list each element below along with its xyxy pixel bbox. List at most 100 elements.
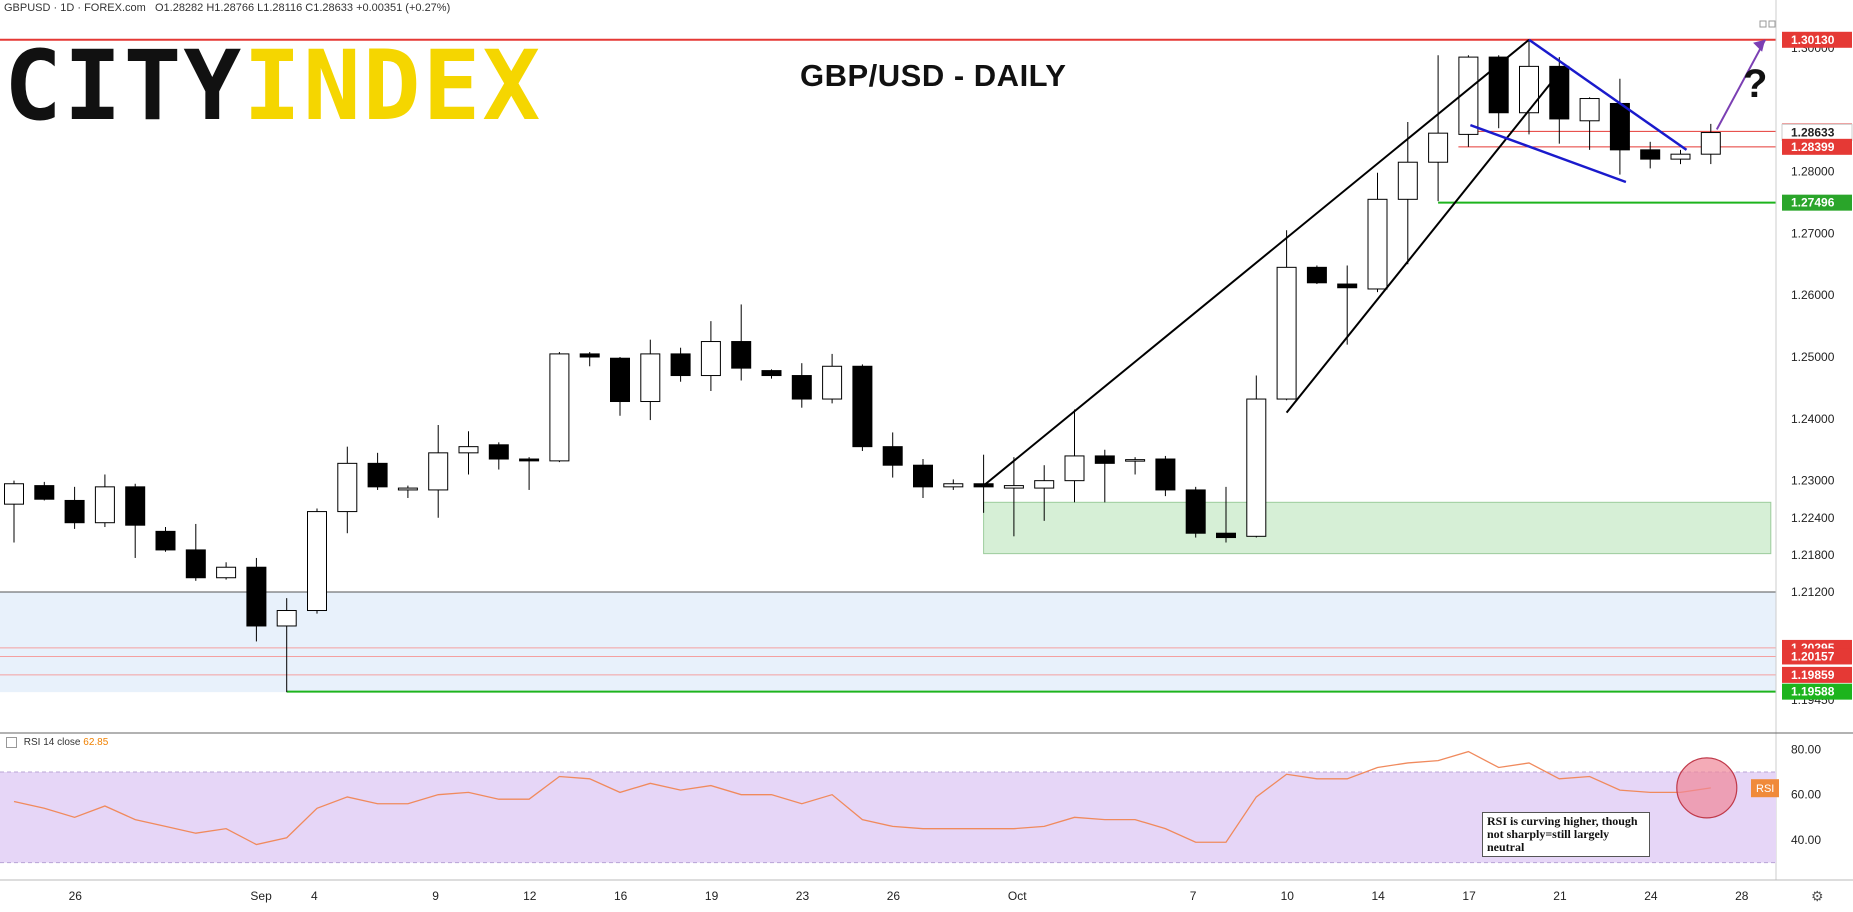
candle-body [913,464,933,488]
breakout-arrow-line [1715,39,1766,130]
candle [882,432,903,478]
candle [791,363,812,408]
time-axis-label: 26 [887,889,901,903]
price-axis-label: 1.23000 [1791,474,1835,488]
rsi-legend-toggle-icon[interactable] [6,737,17,748]
candle [852,364,873,451]
candle-body [488,444,509,460]
candle [913,459,933,498]
support-zone-green [983,501,1772,555]
time-axis-label: 7 [1190,889,1197,903]
candle [1670,149,1691,165]
rsi-badge-label: RSI [1756,783,1774,795]
candle [1519,39,1539,135]
logo-city: CITY [4,30,244,142]
candle [4,480,24,543]
candle-body [1216,532,1236,539]
candle [125,483,146,558]
logo-index: INDEX [243,30,543,142]
price-badge [1782,31,1852,48]
candle-body [791,375,812,400]
candle-body [549,353,570,462]
symbol-line: GBPUSD · 1D · FOREX.com [4,2,146,14]
time-axis-label: Oct [1008,889,1027,903]
rsi-axis-label: 80.00 [1791,742,1821,756]
settings-gear-icon[interactable]: ⚙ [1811,888,1824,904]
candle [1458,55,1479,147]
candle [1640,141,1661,169]
candle [1306,265,1327,285]
candle-body [579,353,600,358]
candle-body [1155,458,1176,491]
candle-body [458,446,479,454]
question-mark-annotation: ? [1743,62,1768,106]
candle [1700,123,1721,165]
candle-body [1579,98,1600,122]
price-axis-label: 1.27000 [1791,226,1835,240]
candle [579,352,600,367]
price-axis-label: 1.28000 [1791,164,1835,178]
time-axis-label: 14 [1372,889,1386,903]
candle [1216,486,1236,543]
candle-body [1549,65,1570,120]
candle-body [1428,132,1449,163]
candle [1185,486,1206,538]
time-axis-label: Sep [250,889,272,903]
time-axis-label: 19 [705,889,719,903]
candle-body [670,353,691,377]
price-badge-label: 1.28399 [1791,140,1835,154]
candle [943,479,964,490]
time-axis-label: 21 [1553,889,1567,903]
ohlc-open: O1.28282 [154,2,204,14]
price-badge-label: 1.19859 [1791,668,1835,682]
time-axis-label: 26 [69,889,83,903]
candle [155,527,176,552]
candle [94,474,115,528]
price-axis-label: 1.22400 [1791,511,1835,525]
price-axis-label: 1.25000 [1791,350,1835,364]
rsi-band [0,772,1776,863]
rsi-legend-value: 62.85 [83,737,109,749]
candle [1367,172,1388,293]
candle [64,486,85,529]
price-axis-label: 1.24000 [1791,412,1835,426]
candle-body [1670,153,1691,160]
price-badge-label: 1.19588 [1791,685,1835,699]
candle-body [1306,266,1327,284]
price-badge-label: 1.30130 [1791,33,1835,47]
candle [458,431,479,475]
candle-body [246,566,267,627]
price-badge-label: 1.20157 [1791,649,1835,663]
candle-body [1488,56,1509,114]
candle-body [943,483,964,488]
candle [185,523,206,581]
candle-body [94,486,115,524]
candle-body [761,370,782,377]
symbol-ohlc-line: GBPUSD · 1D · FOREX.com O1.28282 H1.2876… [4,2,450,14]
rsi-badge [1751,779,1779,798]
time-axis-label: 12 [523,889,537,903]
candle [1064,409,1085,503]
candle [640,339,661,421]
candle-body [34,485,55,500]
price-axis-label: 1.26000 [1791,288,1835,302]
candle-body [64,499,85,524]
candle-body [4,483,24,505]
time-axis-label: 23 [796,889,810,903]
candle [1125,457,1146,475]
candle [246,557,267,642]
rsi-highlight-circle [1676,757,1738,819]
candle [1094,449,1115,503]
candle [670,347,691,382]
candle [549,352,570,463]
rsi-line [13,750,1711,846]
candle [428,425,449,518]
candle-body [852,365,873,448]
candle-body [1700,132,1721,155]
candle [1397,122,1418,265]
candle-body [1337,283,1358,289]
maximize-icon [1759,20,1767,28]
candle-body [1640,149,1661,160]
candle [1246,375,1267,538]
